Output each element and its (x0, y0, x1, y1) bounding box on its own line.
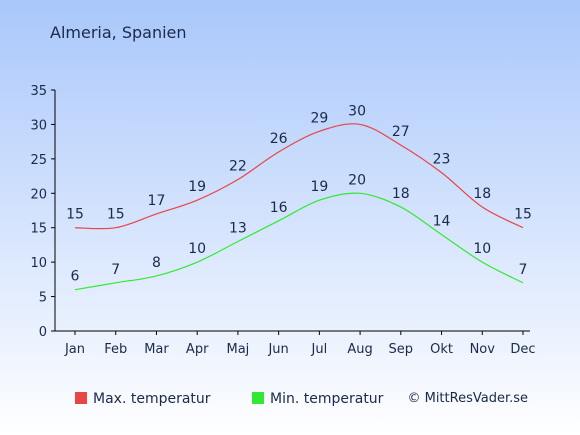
max-temperature-line (74, 123, 524, 230)
min-temperature-data-label: 10 (473, 241, 491, 257)
legend: Max. temperatur Min. temperatur (75, 391, 384, 407)
min-temperature-line (74, 192, 524, 291)
y-tick-label: 5 (39, 291, 47, 306)
max-temperature-data-label: 15 (514, 207, 532, 223)
x-tick-label: Jul (311, 342, 328, 357)
chart-title: Almeria, Spanien (50, 23, 187, 42)
max-temperature-data-label: 17 (148, 193, 166, 209)
min-temperature-data-label: 10 (188, 241, 206, 257)
x-tick-label: Mar (144, 342, 169, 357)
max-temperature-data-label: 19 (188, 179, 206, 195)
y-tick-label: 20 (30, 187, 47, 202)
min-temperature-data-label: 7 (111, 262, 120, 278)
max-temperature-data-label: 27 (392, 124, 410, 140)
y-tick-label: 30 (30, 118, 47, 133)
legend-max-label: Max. temperatur (93, 391, 211, 407)
max-temperature-data-label: 18 (473, 186, 491, 202)
min-temperature-data-label: 7 (519, 262, 528, 278)
x-tick-label: Aug (347, 342, 372, 357)
max-temperature-data-label: 29 (310, 110, 328, 126)
x-tick-label: Maj (227, 342, 250, 357)
y-tick-label: 25 (30, 153, 47, 168)
min-temperature-data-label: 20 (348, 172, 366, 188)
x-tick-label: Jan (64, 342, 85, 357)
min-temperature-data-label: 8 (152, 255, 161, 271)
legend-min-swatch (252, 392, 264, 404)
min-temperature-data-label: 14 (433, 214, 451, 230)
max-temperature-data-label: 30 (348, 103, 366, 119)
max-temperature-data-label: 22 (229, 159, 247, 175)
min-temperature-data-label: 18 (392, 186, 410, 202)
x-tick-label: Sep (389, 342, 414, 357)
x-tick-label: Okt (430, 342, 453, 357)
min-temperature-data-label: 6 (71, 269, 80, 285)
x-tick-label: Jun (267, 342, 288, 357)
y-tick-label: 10 (30, 256, 47, 271)
min-temperature-data-label: 13 (229, 220, 247, 236)
y-tick-label: 15 (30, 222, 47, 237)
max-temperature-data-label: 23 (433, 152, 451, 168)
x-tick-label: Feb (104, 342, 127, 357)
max-temperature-data-label: 15 (107, 207, 125, 223)
x-tick-label: Nov (470, 342, 496, 357)
min-temperature-data-label: 19 (310, 179, 328, 195)
legend-min-label: Min. temperatur (270, 391, 384, 407)
x-tick-label: Dec (510, 342, 535, 357)
y-tick-label: 35 (30, 84, 47, 99)
max-temperature-data-label: 26 (270, 131, 288, 147)
y-tick-label: 0 (39, 325, 47, 340)
copyright-text: © MittResVader.se (407, 391, 528, 406)
max-temperature-data-label: 15 (66, 207, 84, 223)
x-tick-label: Apr (186, 342, 209, 357)
legend-max-swatch (75, 392, 87, 404)
min-temperature-data-label: 16 (270, 200, 288, 216)
